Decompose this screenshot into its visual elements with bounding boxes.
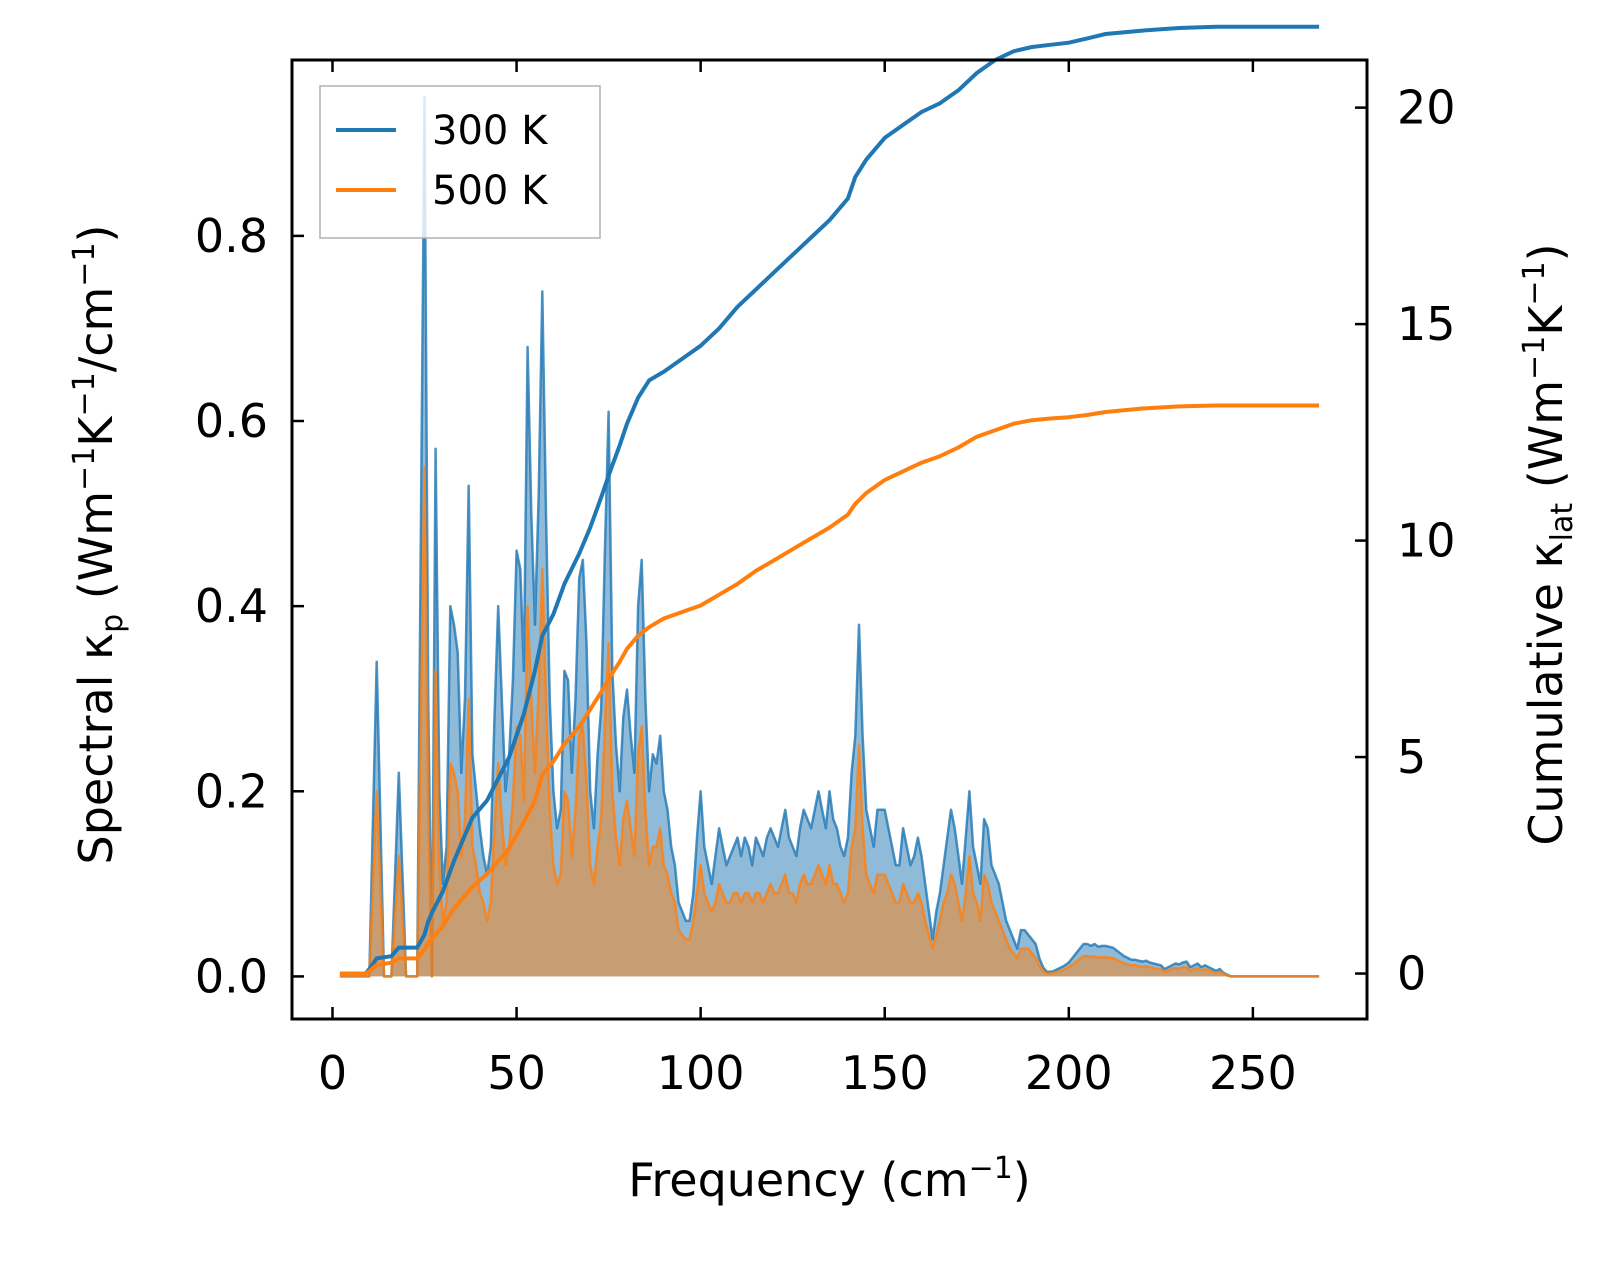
cumulative-line-500k [339, 403, 1320, 976]
y-left-tick-label: 0.2 [195, 764, 268, 818]
y-left-tick-label: 0.0 [195, 949, 268, 1003]
x-tick-label: 150 [841, 1046, 929, 1100]
spectral-lines [339, 95, 1320, 978]
tick-labels: 0 50 100 150 200 250 0.0 0.2 0.4 0.6 0.8 0 5 10 15 20 [195, 81, 1456, 1100]
y-right-tick-label: 20 [1397, 81, 1456, 135]
y-left-tick-label: 0.4 [195, 579, 268, 633]
spectral-fill-500k [339, 467, 1320, 977]
y-right-tick-label: 15 [1397, 297, 1456, 351]
axis-ticks [292, 60, 1367, 1019]
x-tick-label: 100 [657, 1046, 745, 1100]
y-right-tick-label: 10 [1397, 514, 1456, 568]
y-right-tick-label: 0 [1397, 947, 1426, 1001]
legend-box [319, 85, 601, 239]
axis-labels: Frequency (cm−1) Spectral κp (Wm−1K−1/cm−… [67, 225, 1580, 1208]
legend-label-300k: 300 K [432, 108, 549, 154]
cumulative-lines [339, 24, 1320, 976]
y-right-axis-label: Cumulative κlat (Wm−1K−1) [1517, 243, 1580, 845]
y-left-axis-label: Spectral κp (Wm−1K−1/cm−1) [67, 225, 130, 865]
x-axis-label: Frequency (cm−1) [628, 1151, 1031, 1207]
x-tick-label: 250 [1209, 1046, 1297, 1100]
x-tick-label: 50 [487, 1046, 546, 1100]
spectral-line-500k [339, 466, 1320, 978]
legend: 300 K 500 K [319, 85, 601, 239]
x-tick-label: 200 [1025, 1046, 1113, 1100]
y-left-tick-label: 0.8 [195, 209, 268, 263]
plot-frame [290, 58, 1369, 1021]
legend-label-500k: 500 K [432, 168, 549, 214]
y-right-tick-label: 5 [1397, 730, 1426, 784]
spectral-line-300k [339, 95, 1320, 978]
cumulative-line-300k [339, 24, 1320, 976]
x-tick-label: 0 [318, 1046, 347, 1100]
y-left-tick-label: 0.6 [195, 394, 268, 448]
